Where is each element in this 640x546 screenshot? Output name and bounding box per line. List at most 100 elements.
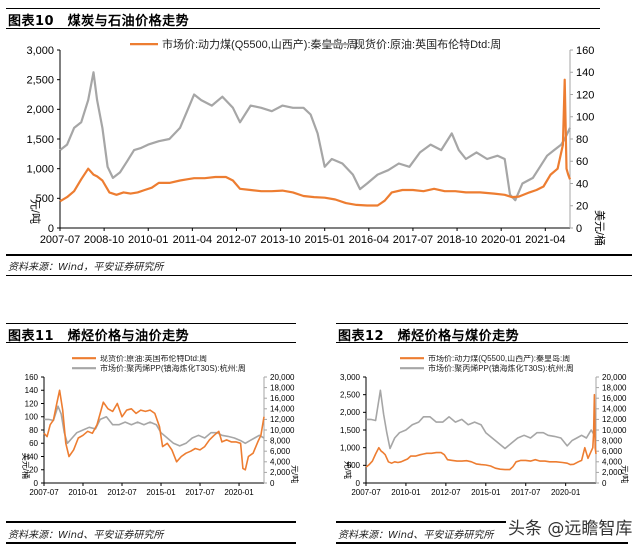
left-tick-label: 0 <box>356 479 361 488</box>
left-tick-label: 1,500 <box>340 426 361 435</box>
right-tick-label: 0 <box>576 223 582 235</box>
left-tick-label: 500 <box>36 193 54 205</box>
x-tick-label: 2020-01 <box>551 488 581 497</box>
fig11-source-rule-bottom <box>6 542 296 544</box>
x-tick-label: 2007-07 <box>29 488 59 497</box>
right-tick-label: 6,000 <box>602 447 623 456</box>
series-line <box>43 389 265 471</box>
series-line <box>366 389 597 450</box>
fig12-title: 图表12 烯烃价格与煤价走势 <box>338 329 520 344</box>
left-tick-label: 80 <box>29 426 38 435</box>
fig10-source-rule-bottom <box>6 275 632 276</box>
right-tick-label: 0 <box>602 479 607 488</box>
right-tick-label: 20 <box>576 201 588 213</box>
right-tick-label: 14,000 <box>602 405 627 414</box>
left-tick-label: 3,000 <box>340 373 361 382</box>
right-tick-label: 2,000 <box>602 468 623 477</box>
left-tick-label: 1,000 <box>340 443 361 452</box>
right-tick-label: 40 <box>576 178 588 190</box>
legend-item: 市场价:动力煤(Q5500,山西产):秦皇岛:周 <box>130 37 358 51</box>
left-tick-label: 2,500 <box>340 390 361 399</box>
fig12-source-rule-top <box>336 521 628 523</box>
svg-text:现货价:原油:英国布伦特Dtd:周: 现货价:原油:英国布伦特Dtd:周 <box>354 37 501 51</box>
right-tick-label: 8,000 <box>270 436 291 445</box>
left-tick-label: 2,000 <box>340 408 361 417</box>
svg-text:市场价:聚丙烯PP(镇海炼化T30S):杭州:周: 市场价:聚丙烯PP(镇海炼化T30S):杭州:周 <box>428 363 574 373</box>
legend-item: 现货价:原油:英国布伦特Dtd:周 <box>72 355 207 363</box>
right-tick-label: 4,000 <box>602 458 623 467</box>
right-tick-label: 10,000 <box>602 426 627 435</box>
x-tick-label: 2017-07 <box>393 234 433 246</box>
x-tick-label: 2017-07 <box>185 488 215 497</box>
right-tick-label: 80 <box>576 134 588 146</box>
svg-text:市场价:动力煤(Q5500,山西产):秦皇岛:周: 市场价:动力煤(Q5500,山西产):秦皇岛:周 <box>428 355 570 363</box>
left-axis-label: 元/吨 <box>28 199 41 224</box>
fig10-chart: 0 500 1,000 1,500 2,000 2,500 3,000 0 20 40 60 80 10… <box>26 37 607 246</box>
right-tick-label: 12,000 <box>270 415 295 424</box>
left-tick-label: 160 <box>25 373 39 382</box>
x-tick-label: 2020-01 <box>224 488 254 497</box>
left-axis-label: 美元/桶 <box>21 453 31 479</box>
x-tick-label: 2007-07 <box>40 234 80 246</box>
right-tick-label: 10,000 <box>270 426 295 435</box>
left-tick-label: 3,000 <box>26 45 54 57</box>
right-axis-label: 美元/桶 <box>593 210 607 246</box>
x-tick-label: 2020-01 <box>481 234 521 246</box>
fig10-source: 资料来源：Wind，平安证券研究所 <box>8 262 164 273</box>
fig11-title: 图表11 烯烃价格与油价走势 <box>8 329 190 344</box>
left-tick-label: 0 <box>48 223 54 235</box>
left-tick-label: 100 <box>25 413 39 422</box>
fig10-title: 图表10 煤炭与石油价格走势 <box>8 14 190 29</box>
watermark: 头条 @远瞻智库 <box>506 514 635 539</box>
fig11-top-rule <box>6 323 296 324</box>
right-axis-label: 元/吨 <box>620 465 630 483</box>
axes: 0 500 1,000 1,500 2,000 2,500 3,000 0 20 40 60 80 10… <box>26 45 607 246</box>
x-tick-label: 2010-01 <box>68 488 98 497</box>
right-tick-label: 16,000 <box>270 394 295 403</box>
right-tick-label: 4,000 <box>270 458 291 467</box>
right-tick-label: 140 <box>576 67 594 79</box>
left-tick-label: 2,000 <box>26 104 54 116</box>
right-tick-label: 100 <box>576 112 594 124</box>
right-tick-label: 16,000 <box>602 394 627 403</box>
right-tick-label: 120 <box>576 89 594 101</box>
right-tick-label: 20,000 <box>602 373 627 382</box>
left-axis-label: 元/吨 <box>343 461 353 479</box>
x-tick-label: 2016-04 <box>349 234 389 246</box>
fig11-title-rule <box>6 342 296 343</box>
axes: 05001,0001,5002,0002,5003,00002,0004,000… <box>340 373 630 497</box>
fig11-source-rule-top <box>6 521 296 523</box>
x-tick-label: 2012-07 <box>216 234 256 246</box>
right-tick-label: 160 <box>576 45 594 57</box>
right-tick-label: 12,000 <box>602 415 627 424</box>
series-line <box>59 78 572 207</box>
x-tick-label: 2017-07 <box>511 488 541 497</box>
fig10-title-rule <box>6 28 600 29</box>
x-tick-label: 2008-10 <box>84 234 124 246</box>
left-tick-label: 2,500 <box>26 75 54 87</box>
x-tick-label: 2013-10 <box>260 234 300 246</box>
left-tick-label: 140 <box>25 386 39 395</box>
left-tick-label: 0 <box>34 479 39 488</box>
right-tick-label: 2,000 <box>270 468 291 477</box>
left-tick-label: 120 <box>25 399 39 408</box>
series-line <box>44 405 265 447</box>
fig11-source: 资料来源：Wind、平安证券研究所 <box>8 530 164 541</box>
left-tick-label: 500 <box>347 461 361 470</box>
fig12-top-rule <box>336 323 628 324</box>
x-tick-label: 2012-07 <box>107 488 137 497</box>
x-tick-label: 2015-01 <box>471 488 501 497</box>
right-tick-label: 14,000 <box>270 405 295 414</box>
legend-item: 市场价:聚丙烯PP(镇海炼化T30S):杭州:周 <box>72 363 246 373</box>
right-tick-label: 18,000 <box>270 383 295 392</box>
right-tick-label: 60 <box>576 156 588 168</box>
left-tick-label: 1,500 <box>26 134 54 146</box>
svg-text:市场价:聚丙烯PP(镇海炼化T30S):杭州:周: 市场价:聚丙烯PP(镇海炼化T30S):杭州:周 <box>100 363 246 373</box>
svg-text:现货价:原油:英国布伦特Dtd:周: 现货价:原油:英国布伦特Dtd:周 <box>100 355 207 363</box>
fig12-title-rule <box>336 342 628 343</box>
x-tick-label: 2015-01 <box>146 488 176 497</box>
right-tick-label: 6,000 <box>270 447 291 456</box>
series-line <box>59 71 571 202</box>
